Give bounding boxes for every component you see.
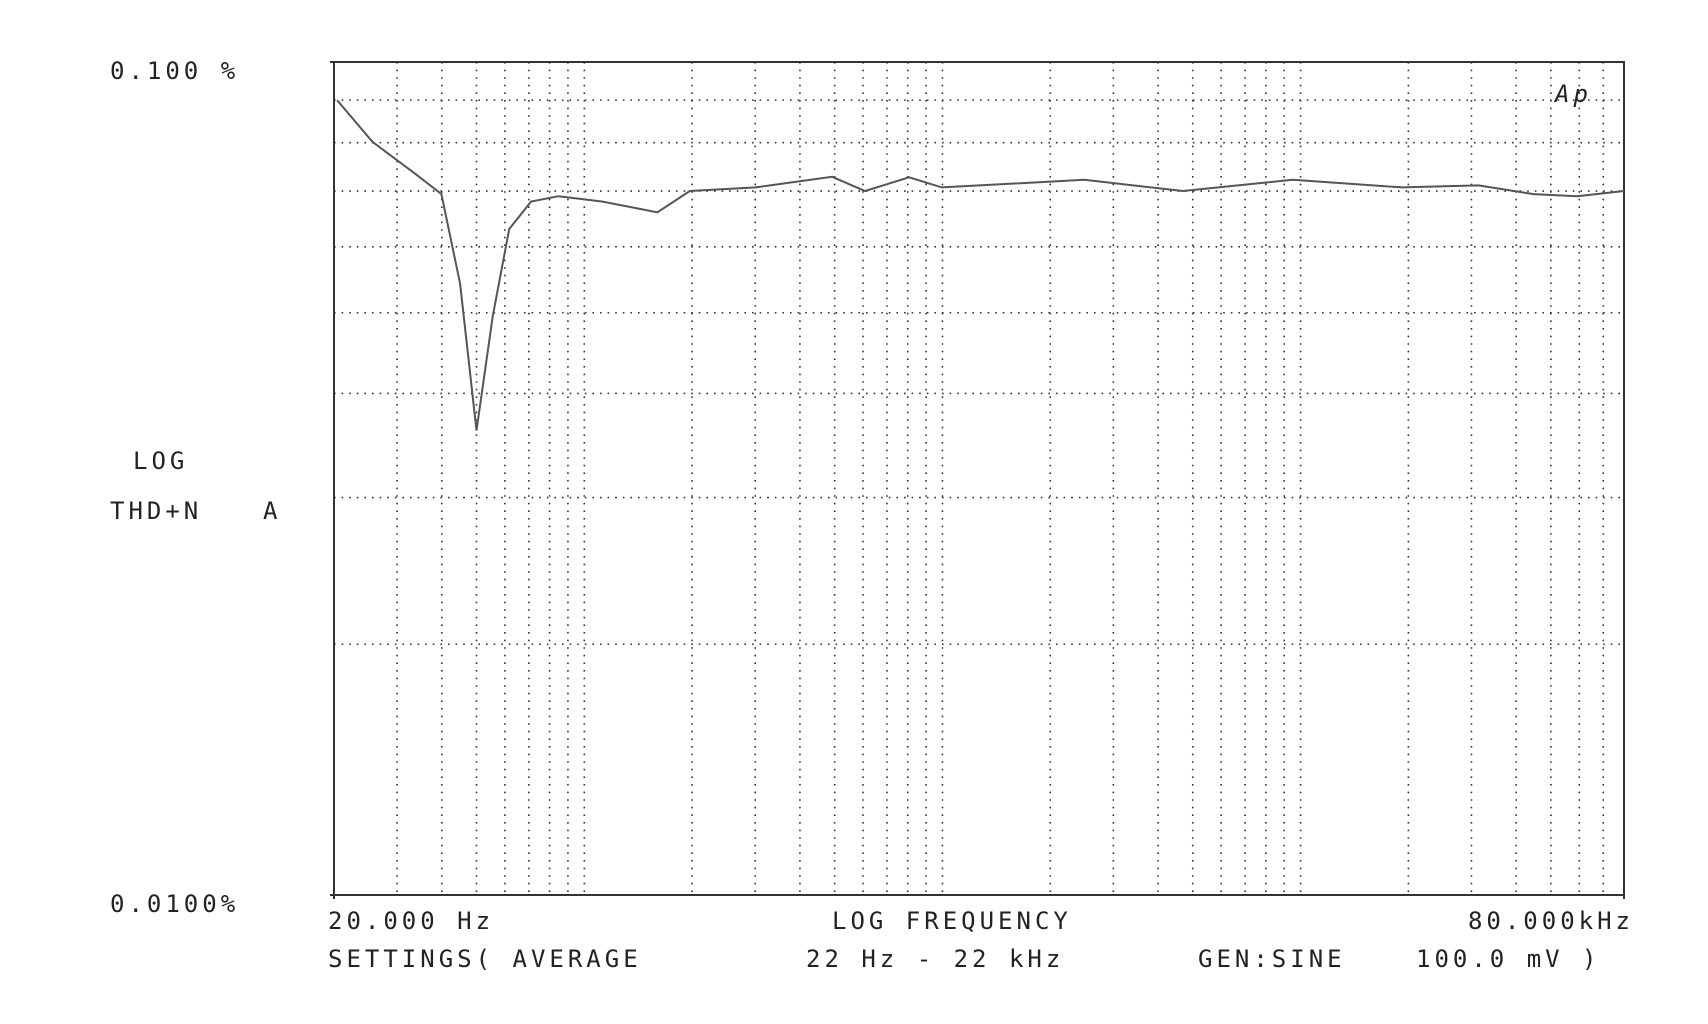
settings-text: SETTINGS( AVERAGE — [328, 945, 642, 973]
logo: Ap — [1553, 80, 1592, 108]
settings-text: 22 Hz - 22 kHz — [806, 945, 1064, 973]
channel-label: A — [263, 497, 281, 525]
plot-frame — [333, 61, 1625, 896]
x-tick-label: 80.000kHz — [1468, 907, 1634, 935]
y-axis-label: LOG — [133, 447, 188, 475]
settings-text: GEN:SINE — [1198, 945, 1346, 973]
y-axis-label: THD+N — [110, 497, 202, 525]
x-tick-label: 20.000 Hz — [328, 907, 494, 935]
y-tick-label: 0.100 % — [110, 57, 239, 85]
y-tick-label: 0.0100% — [110, 890, 239, 918]
settings-text: 100.0 mV ) — [1416, 945, 1601, 973]
data-line — [336, 99, 1625, 431]
x-axis-label: LOG FREQUENCY — [832, 907, 1072, 935]
